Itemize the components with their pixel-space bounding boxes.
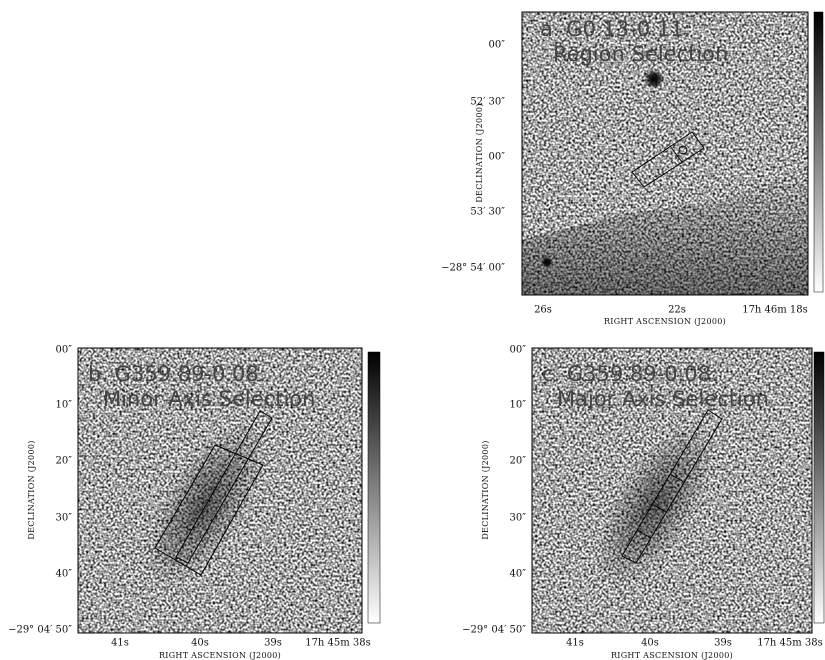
y-tick-label: 52′ 30″ — [470, 97, 505, 108]
y-tick-label: 00″ — [489, 40, 506, 51]
y-tick-label: 00″ — [489, 152, 506, 163]
x-tick-label: 41s — [566, 638, 584, 649]
panel-title: a. G0.13-0.11: — [540, 17, 691, 41]
panel-title: c. G359.89-0.08: — [542, 362, 718, 386]
y-tick-label: 40″ — [510, 569, 527, 580]
y-axis-label: DECLINATION (J2000) — [475, 103, 484, 202]
x-axis-label: RIGHT ASCENSION (J2000) — [159, 651, 281, 660]
y-tick-label: 53′ 30″ — [470, 207, 505, 218]
x-tick-label: 17h 46m 18s — [742, 305, 808, 316]
y-tick-label: 30″ — [510, 513, 527, 524]
panel-title: Minor Axis Selection — [103, 387, 315, 411]
y-tick-label: 00″ — [510, 345, 527, 356]
x-axis-label: RIGHT ASCENSION (J2000) — [604, 317, 726, 326]
y-tick-label: 30″ — [56, 513, 73, 524]
y-axis-label: DECLINATION (J2000) — [481, 440, 490, 539]
x-tick-label: 41s — [111, 638, 129, 649]
x-tick-label: 39s — [714, 638, 732, 649]
y-tick-label: 20″ — [510, 456, 527, 467]
y-tick-label: −29° 04′ 50″ — [462, 625, 526, 636]
x-tick-label: 26s — [534, 305, 552, 316]
y-axis-label: DECLINATION (J2000) — [27, 440, 36, 539]
x-tick-label: 17h 45m 38s — [305, 638, 371, 649]
x-tick-label: 40s — [191, 638, 209, 649]
y-tick-label: −29° 04′ 50″ — [8, 625, 72, 636]
x-axis-label: RIGHT ASCENSION (J2000) — [611, 651, 733, 660]
x-tick-label: 22s — [668, 305, 686, 316]
y-tick-label: −28° 54′ 00″ — [441, 263, 505, 274]
panel-a-image — [521, 11, 824, 296]
panel-b-image — [77, 347, 381, 634]
x-tick-label: 40s — [641, 638, 659, 649]
y-tick-label: 10″ — [510, 400, 527, 411]
y-tick-label: 40″ — [56, 569, 73, 580]
panel-title: Major Axis Selection — [557, 387, 769, 411]
panel-c-image — [531, 347, 825, 634]
panel-title: Region Selection — [553, 42, 728, 66]
y-tick-label: 20″ — [56, 456, 73, 467]
x-tick-label: 39s — [264, 638, 282, 649]
x-tick-label: 17h 45m 38s — [757, 638, 823, 649]
panel-title: b. G359.89-0.08: — [88, 362, 266, 386]
y-tick-label: 10″ — [56, 400, 73, 411]
y-tick-label: 00″ — [56, 345, 73, 356]
